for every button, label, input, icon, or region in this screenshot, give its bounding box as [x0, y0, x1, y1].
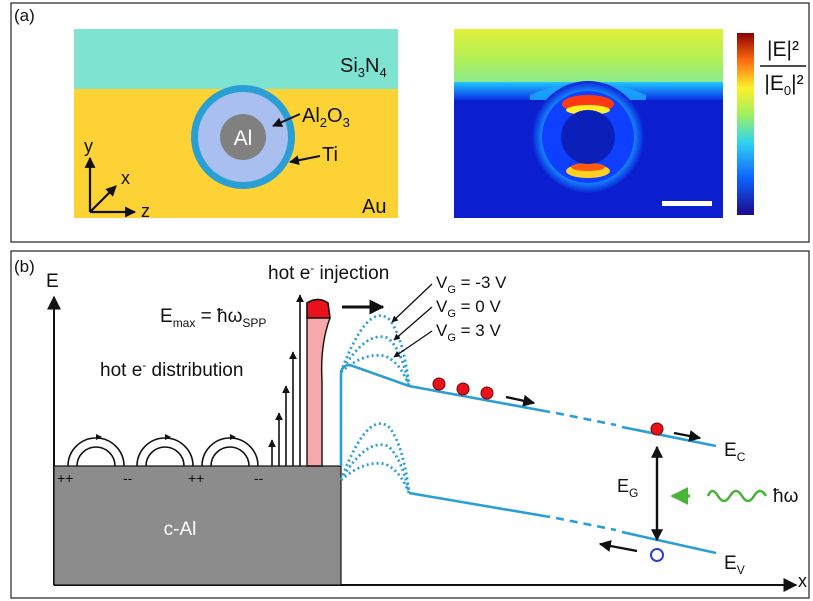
field-loop-inner-3	[210, 446, 250, 467]
field-core	[561, 110, 615, 164]
hot-e-distribution-label: hot e- distribution	[100, 358, 243, 381]
electron-3	[480, 386, 494, 400]
colorbar	[737, 33, 754, 215]
colorbar-denominator: |E0|²	[764, 72, 803, 98]
si3n4-label: Si3N4	[340, 55, 387, 80]
field-loop-inner-2	[145, 446, 185, 467]
emax-label: Emax = ħωSPP	[160, 306, 266, 330]
conduction-band-break	[555, 411, 617, 427]
electron-drift-arrow-1	[505, 394, 536, 407]
field-loop-outer-2	[136, 437, 194, 467]
field-top-region	[454, 29, 723, 89]
barrier-curve-3v	[340, 353, 411, 387]
barrier-curve-vb-1	[339, 422, 411, 494]
hole-drift-arrow	[598, 540, 638, 553]
panel-a-frame	[10, 2, 810, 243]
colorbar-numerator: |E|²	[767, 38, 799, 61]
hot-electron-high-energy	[306, 298, 331, 319]
hot-electron-distribution	[306, 298, 331, 467]
vg-0-pointer	[393, 306, 433, 341]
ti-pointer	[289, 155, 321, 166]
x-axis-label: x	[121, 168, 130, 188]
electrons	[432, 377, 664, 436]
vg-pointers	[391, 283, 433, 358]
scale-bar	[662, 201, 712, 206]
barrier-curve-0v	[339, 335, 411, 387]
barrier-curves	[339, 314, 411, 494]
al2o3-pointer	[272, 113, 301, 127]
ev-label: EV	[724, 553, 745, 577]
hole	[650, 548, 664, 562]
ec-label: EC	[724, 440, 746, 464]
loop-arrowhead-2	[165, 434, 171, 440]
c-al-label: c-Al	[164, 519, 197, 540]
conduction-band-left	[339, 363, 551, 466]
energy-axis-label: E	[46, 271, 59, 292]
barrier-curve-vb-3	[340, 461, 411, 494]
field-loop-outer-1	[67, 437, 125, 467]
field-loop-inner-1	[76, 446, 116, 467]
electron-drift-arrow-2	[673, 430, 702, 442]
photon-label: ħω	[773, 486, 799, 507]
al-core	[220, 114, 266, 160]
au-label: Au	[362, 196, 386, 218]
vg-minus3-label: VG = -3 V	[436, 273, 507, 296]
barrier-curve-vb-2	[339, 443, 411, 494]
photon-wave	[706, 489, 768, 503]
barrier-curve-minus3v	[339, 314, 411, 387]
plasmon-field-loops	[67, 437, 259, 467]
charge-plus-1: ++	[57, 470, 73, 486]
electron-1	[432, 377, 446, 391]
hot-e-injection-label: hot e- injection	[268, 261, 389, 284]
loop-arrowheads	[96, 434, 236, 440]
cross-section-schematic: Al Si3N4 Al2O3 Ti Au y x z	[74, 29, 398, 221]
band-gaps-dashed	[555, 411, 617, 532]
hot-electron-arrows	[268, 294, 304, 466]
valence-band-right	[621, 530, 717, 555]
charge-plus-2: ++	[188, 470, 204, 486]
field-hotspot-bottom-core	[571, 163, 605, 171]
vg-minus3-pointer	[391, 283, 433, 323]
eg-label: EG	[617, 476, 638, 500]
field-loop-outer-3	[201, 437, 259, 467]
vg-0-label: VG = 0 V	[436, 297, 501, 320]
c-al-block	[53, 465, 342, 586]
panel-b-frame	[10, 250, 810, 599]
al-core-label: Al	[234, 127, 253, 150]
x-axis-arrow	[89, 185, 117, 213]
field-intensity-map	[454, 29, 723, 218]
valence-band-left	[408, 491, 551, 519]
conduction-band-right	[621, 425, 717, 448]
al2o3-label: Al2O3	[302, 105, 350, 130]
colorbar-label: |E|² |E0|²	[760, 38, 806, 98]
electron-4	[650, 422, 664, 436]
si3n4-layer	[74, 29, 398, 89]
band-diagram	[339, 363, 717, 555]
panel-a-label: (a)	[14, 6, 35, 25]
ti-label: Ti	[322, 144, 338, 166]
valence-band-break	[555, 516, 617, 532]
charge-minus-1: --	[123, 470, 133, 486]
loop-arrowhead-3	[230, 434, 236, 440]
loop-arrowhead-1	[96, 434, 102, 440]
charge-minus-2: --	[254, 470, 264, 486]
z-axis-label: z	[141, 201, 150, 221]
electron-2	[456, 382, 470, 396]
position-axis-label: x	[798, 571, 807, 591]
panel-b-label: (b)	[14, 257, 35, 276]
vg-3-label: VG = 3 V	[436, 321, 501, 344]
vg-3-pointer	[393, 330, 433, 358]
y-axis-label: y	[84, 136, 93, 156]
